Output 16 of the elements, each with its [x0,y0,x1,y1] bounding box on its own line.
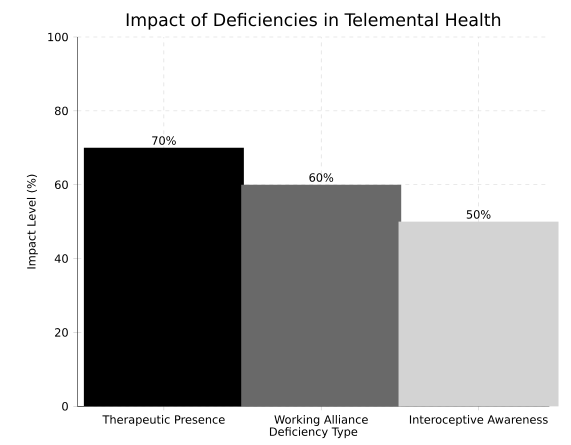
y-tick-label: 0 [62,402,68,411]
y-axis-title: Impact Level (%) [26,174,38,269]
x-tick-label: Therapeutic Presence [102,415,225,426]
chart-title: Impact of Deficiencies in Telemental Health [126,12,500,30]
data-label: 60% [309,173,334,182]
y-tick-label: 100 [48,32,68,42]
data-label: 50% [466,210,490,219]
y-tick-label: 40 [54,254,68,263]
data-label: 70% [152,136,176,145]
bar [241,184,402,406]
y-tick-label: 80 [54,106,68,116]
x-tick-label: Working Alliance [274,415,368,426]
y-tick-label: 20 [55,328,68,337]
y-tick-label: 60 [55,180,68,190]
x-tick-label: Interoceptive Awareness [410,415,548,426]
x-axis-title: Deficiency Type [270,427,358,438]
